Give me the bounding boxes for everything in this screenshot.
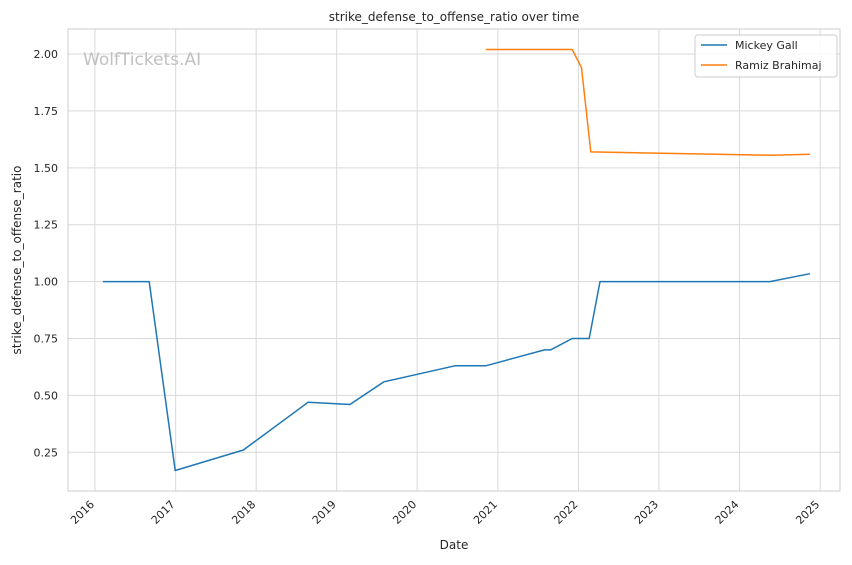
series [102, 48, 811, 472]
watermark-text: WolfTickets.AI [83, 50, 201, 70]
y-tick-label: 1.50 [34, 162, 59, 175]
y-tick-label: 2.00 [34, 48, 59, 61]
legend: Mickey Gall Ramiz Brahimaj [694, 34, 838, 78]
y-tick-label: 0.25 [34, 446, 59, 459]
y-tick-label: 1.25 [34, 219, 59, 232]
legend-label-0: Mickey Gall [735, 39, 798, 52]
y-tick-label: 0.50 [34, 389, 59, 402]
x-axis-label: Date [440, 538, 469, 552]
series-line-0 [102, 272, 811, 472]
y-tick-label: 0.75 [34, 333, 59, 346]
y-tick-label: 1.75 [34, 105, 59, 118]
chart-title: strike_defense_to_offense_ratio over tim… [329, 10, 579, 24]
y-axis-label: strike_defense_to_offense_ratio [10, 166, 24, 355]
legend-box [694, 34, 838, 78]
legend-label-1: Ramiz Brahimaj [735, 59, 822, 72]
plot-area [67, 28, 841, 492]
y-tick-label: 1.00 [34, 276, 59, 289]
series-line-1 [485, 48, 811, 157]
